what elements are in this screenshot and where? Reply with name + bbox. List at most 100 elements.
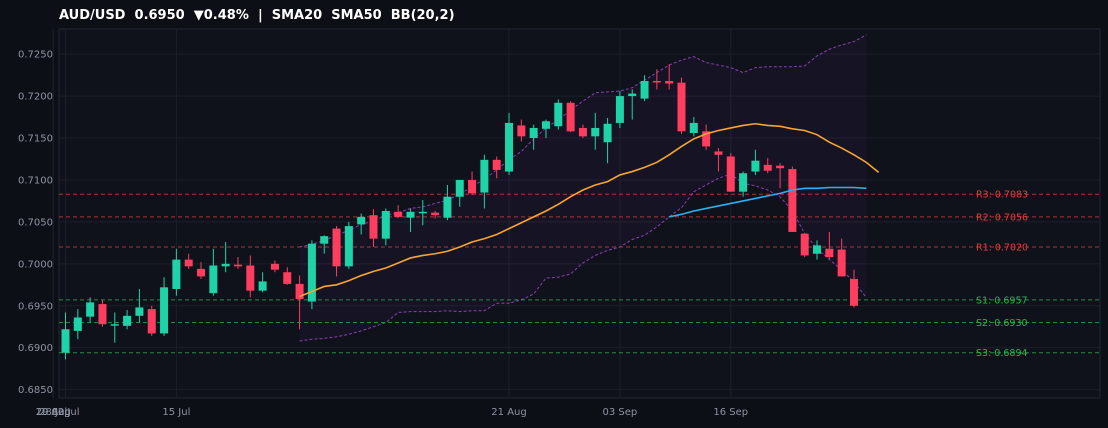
candle: [628, 89, 637, 120]
candle-body: [110, 324, 119, 326]
candle: [295, 275, 304, 330]
x-tick-label: 16 Sep: [713, 407, 748, 418]
candle-body: [591, 127, 600, 137]
candle: [147, 305, 156, 336]
candle-body: [172, 259, 181, 289]
candle: [344, 221, 353, 269]
candle: [418, 200, 427, 226]
candle: [283, 267, 292, 285]
level-label-r3: R3: 0.7083: [976, 190, 1028, 201]
candle-body: [652, 80, 661, 83]
candle: [566, 101, 575, 133]
candle-body: [307, 243, 316, 302]
candle: [221, 242, 230, 273]
candle: [468, 171, 477, 196]
candle-body: [554, 102, 563, 127]
level-label-r2: R2: 0.7056: [976, 212, 1028, 223]
candle-body: [800, 233, 809, 256]
candle-body: [332, 228, 341, 267]
candle-body: [197, 268, 206, 277]
candle-body: [221, 263, 230, 267]
candle-body: [283, 272, 292, 284]
candle-body: [184, 259, 193, 267]
candle-body: [763, 164, 772, 171]
candle-body: [714, 151, 723, 155]
candle: [825, 231, 834, 259]
candle: [640, 75, 649, 102]
candle-body: [751, 160, 760, 172]
candle-body: [492, 159, 501, 170]
plot-area: [58, 28, 1101, 399]
x-tick-label: 21 Aug: [491, 407, 526, 418]
candle-body: [813, 245, 822, 254]
level-label-s1: S1: 0.6957: [976, 295, 1028, 306]
candle-body: [431, 212, 440, 216]
candle: [665, 64, 674, 90]
candle-body: [480, 159, 489, 193]
candle: [270, 260, 279, 273]
candle-body: [640, 80, 649, 99]
candle-body: [98, 304, 107, 325]
y-tick-label: 0.6950: [18, 301, 53, 312]
candle-body: [160, 287, 169, 334]
candle: [73, 309, 82, 340]
y-tick-label: 0.7250: [18, 50, 53, 61]
candle-body: [73, 317, 82, 331]
y-tick-label: 0.6900: [18, 343, 53, 354]
level-label-r1: R1: 0.7020: [976, 243, 1028, 254]
candle-body: [849, 278, 858, 306]
x-tick-label: 15 Jul: [162, 407, 190, 418]
x-tick-label: 03 Sep: [603, 407, 638, 418]
candle-body: [455, 179, 464, 197]
candle: [751, 149, 760, 175]
candle-body: [135, 307, 144, 316]
x-tick-label: 02 Jul: [52, 407, 80, 418]
candle: [615, 91, 624, 128]
level-label-s2: S2: 0.6930: [976, 318, 1028, 329]
candle: [61, 312, 70, 360]
candle: [86, 297, 95, 323]
candle-body: [209, 265, 218, 294]
candle-body: [505, 122, 514, 172]
y-tick-label: 0.6850: [18, 385, 53, 396]
level-label-s3: S3: 0.6894: [976, 348, 1028, 359]
candle: [849, 269, 858, 308]
candle-body: [369, 215, 378, 239]
candle-body: [603, 123, 612, 143]
x-tick-label: 10 Aug: [35, 407, 70, 418]
candle: [431, 210, 440, 219]
candle: [98, 299, 107, 327]
candle-body: [394, 211, 403, 217]
sma50-line: [669, 186, 867, 218]
candle-body: [702, 131, 711, 147]
candle: [246, 255, 255, 298]
candle: [529, 124, 538, 150]
indicator-list: SMA20 SMA50 BB(20,2): [271, 8, 455, 23]
symbol: AUD/USD: [59, 8, 126, 23]
candle: [837, 238, 846, 277]
candle: [332, 226, 341, 277]
candle-body: [270, 263, 279, 270]
candle: [763, 158, 772, 174]
bollinger-upper-line: [299, 34, 867, 248]
candle: [591, 112, 600, 150]
candle: [726, 153, 735, 192]
candle: [209, 248, 218, 296]
candle-body: [123, 315, 132, 326]
y-tick-label: 0.7050: [18, 217, 53, 228]
candle: [517, 119, 526, 142]
candle-body: [541, 121, 550, 129]
candle-body: [406, 211, 415, 218]
candle-body: [468, 179, 477, 194]
candle-body: [61, 329, 70, 353]
candle-body: [837, 249, 846, 277]
candle: [813, 240, 822, 260]
candle-body: [566, 102, 575, 132]
candle: [578, 124, 587, 139]
price-change: ▼0.48%: [193, 8, 249, 23]
candle: [652, 69, 661, 90]
candle-body: [344, 226, 353, 267]
candle: [307, 240, 316, 310]
candle-body: [86, 302, 95, 317]
